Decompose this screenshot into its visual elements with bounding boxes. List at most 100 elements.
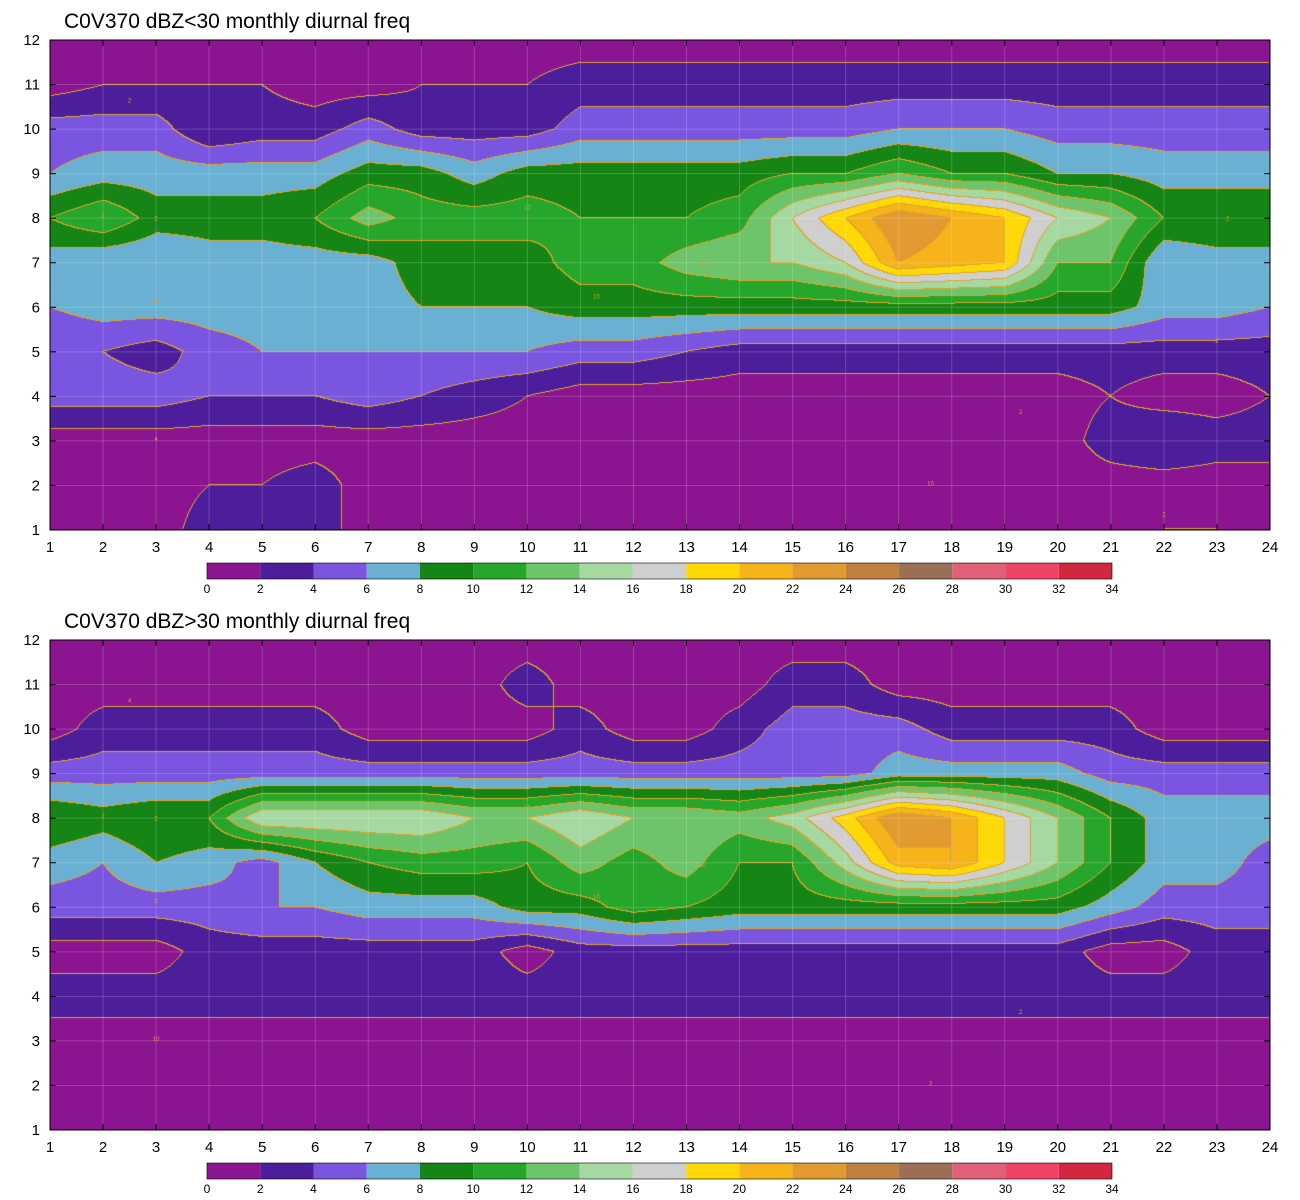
colorbar-tick-label: 18: [679, 582, 693, 596]
contour-chart: 1 2 3 4 5 6 7 8 9 10 11 12 13 14 15 16 17 18 19 20 21 22 23 241…: [23, 632, 1278, 1196]
colorbar-tick-label: 0: [204, 1182, 211, 1196]
y-tick-label: 6: [32, 299, 40, 316]
x-tick-label: 12: [625, 539, 642, 556]
x-tick-label: 20: [1049, 539, 1066, 556]
x-tick-label: 3: [152, 1139, 160, 1156]
colorbar-tick-label: 4: [310, 1182, 317, 1196]
colorbar-tick-label: 32: [1052, 1182, 1066, 1196]
colorbar-tick-label: 8: [417, 1182, 424, 1196]
contour-label: 2: [101, 814, 105, 820]
colorbar-tick-label: 34: [1105, 1182, 1119, 1196]
y-tick-label: 6: [32, 899, 40, 916]
colorbar-tick-label: 20: [733, 582, 747, 596]
contour-label: 2: [101, 214, 105, 220]
colorbar-swatch: [473, 563, 527, 579]
x-tick-label: 1: [46, 1139, 54, 1156]
x-tick-label: 10: [519, 539, 536, 556]
contour-label: 10: [927, 481, 934, 487]
contour-label: 10: [524, 805, 531, 811]
colorbar-tick-label: 26: [892, 1182, 906, 1196]
x-tick-label: 15: [784, 539, 801, 556]
colorbar-tick-label: 28: [946, 582, 960, 596]
y-tick-label: 4: [32, 388, 40, 405]
y-tick-label: 12: [23, 32, 40, 49]
colorbar-tick-label: 12: [520, 582, 534, 596]
contour-label: 10: [153, 299, 160, 305]
contour-label: 4: [154, 437, 158, 443]
contour-label: 10: [153, 1037, 160, 1043]
x-tick-label: 7: [364, 1139, 372, 1156]
colorbar-swatch: [579, 1163, 633, 1179]
x-tick-label: 15: [784, 1139, 801, 1156]
colorbar-swatch: [632, 1163, 687, 1179]
x-tick-label: 10: [519, 1139, 536, 1156]
x-tick-label: 9: [470, 1139, 478, 1156]
y-tick-label: 1: [32, 1122, 40, 1139]
x-tick-label: 20: [1049, 1139, 1066, 1156]
y-tick-label: 1: [32, 522, 40, 539]
x-tick-label: 23: [1209, 1139, 1226, 1156]
x-tick-label: 6: [311, 1139, 319, 1156]
colorbar-swatch: [952, 1163, 1006, 1179]
contour-field: [50, 40, 1270, 530]
contour-label: 4: [128, 698, 132, 704]
colorbar-swatch: [366, 1163, 420, 1179]
colorbar-swatch: [632, 563, 687, 579]
contour-label: 10: [699, 263, 706, 269]
colorbar-tick-label: 10: [466, 582, 480, 596]
colorbar-swatch: [1005, 1163, 1059, 1179]
x-tick-label: 23: [1209, 539, 1226, 556]
y-tick-label: 12: [23, 632, 40, 649]
colorbar-swatch: [260, 563, 314, 579]
chart-title: C0V370 dBZ>30 monthly diurnal freq: [64, 610, 411, 633]
colorbar-swatch: [419, 563, 474, 579]
contour-label: 10: [593, 894, 600, 900]
contour-label: 10: [699, 863, 706, 869]
y-tick-label: 8: [32, 810, 40, 827]
x-tick-label: 5: [258, 1139, 266, 1156]
colorbar-swatch: [739, 1163, 793, 1179]
y-tick-label: 7: [32, 855, 40, 872]
colorbar-swatch: [526, 563, 580, 579]
plot-frame: [49, 639, 1271, 1131]
y-tick-label: 11: [24, 77, 40, 94]
contour-label: 2: [154, 216, 158, 222]
x-tick-label: 4: [205, 539, 213, 556]
colorbar-tick-label: 6: [363, 582, 370, 596]
colorbar-tick-label: 0: [204, 582, 211, 596]
colorbar-swatch: [845, 563, 900, 579]
colorbar-tick-label: 20: [733, 1182, 747, 1196]
contour-label: 2: [1019, 410, 1023, 416]
colorbar-tick-label: 28: [946, 1182, 960, 1196]
x-tick-label: 8: [417, 1139, 425, 1156]
y-tick-label: 9: [32, 166, 40, 183]
chart-title: C0V370 dBZ<30 monthly diurnal freq: [64, 10, 411, 33]
y-tick-label: 9: [32, 766, 40, 783]
colorbar-tick-label: 2: [257, 582, 264, 596]
y-tick-label: 2: [32, 1077, 40, 1094]
x-tick-label: 2: [99, 1139, 107, 1156]
colorbar-swatch: [899, 563, 953, 579]
x-tick-label: 11: [573, 1139, 589, 1156]
x-tick-label: 16: [837, 539, 854, 556]
x-tick-label: 4: [205, 1139, 213, 1156]
contour-label: 2: [929, 1081, 933, 1087]
colorbar-tick-label: 24: [839, 582, 853, 596]
colorbar-swatch: [845, 1163, 900, 1179]
y-tick-label: 7: [32, 255, 40, 272]
colorbar-tick-label: 26: [892, 582, 906, 596]
x-tick-label: 2: [99, 539, 107, 556]
contour-label: 2: [1226, 216, 1230, 222]
colorbar-tick-label: 12: [520, 1182, 534, 1196]
colorbar-frame: [206, 1162, 1113, 1180]
colorbar-swatch: [952, 563, 1006, 579]
x-tick-label: 3: [152, 539, 160, 556]
y-tick-label: 2: [32, 477, 40, 494]
contour-label: 2: [154, 899, 158, 905]
colorbar-swatch: [686, 1163, 740, 1179]
contour-label: 10: [524, 205, 531, 211]
plot-frame: [49, 39, 1271, 531]
x-tick-label: 16: [837, 1139, 854, 1156]
